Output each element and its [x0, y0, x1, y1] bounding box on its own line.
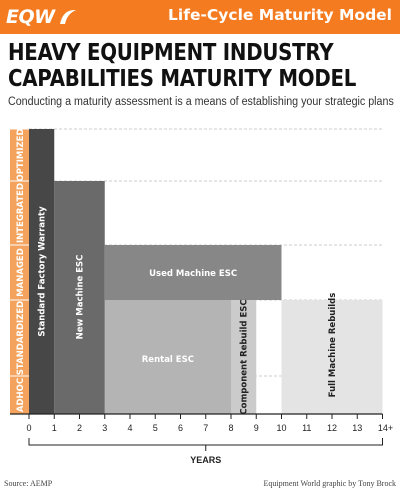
x-tick-label-5: 5 [153, 423, 158, 433]
bar-label-component-rebuild-esc: Component Rebuild ESC [240, 299, 250, 414]
level-label-band [10, 129, 29, 414]
x-tick-label-2: 2 [77, 423, 82, 433]
bar-standard-factory-warranty [29, 129, 55, 414]
x-tick-label-11: 11 [302, 423, 311, 433]
bar-label-new-machine-esc: New Machine ESC [76, 255, 86, 340]
bar-label-used-machine-esc: Used Machine ESC [149, 269, 237, 279]
bar-label-full-machine-rebuilds: Full Machine Rebuilds [328, 293, 338, 398]
x-tick-label-10: 10 [276, 423, 286, 433]
x-axis-title: YEARS [190, 455, 221, 465]
x-tick-label-12: 12 [327, 423, 337, 433]
bar-label-standard-factory-warranty: Standard Factory Warranty [38, 206, 48, 337]
level-label-integrated: INTEGRATED [16, 183, 26, 243]
credit-note: Equipment World graphic by Tony Brock [263, 479, 396, 488]
x-tick-label-4: 4 [127, 423, 132, 433]
subtitle: Conducting a maturity assessment is a me… [8, 96, 394, 108]
logo-swoosh-icon [59, 9, 76, 24]
level-label-optimized: OPTIMIZED [16, 128, 26, 181]
main-title-line-2: CAPABILITIES MATURITY MODEL [8, 66, 357, 92]
x-tick-label-6: 6 [178, 423, 183, 433]
source-note: Source: AEMP [4, 479, 53, 488]
header-title: Life-Cycle Maturity Model [168, 6, 392, 24]
x-axis-bracket [28, 438, 383, 446]
x-tick-label-7: 7 [203, 423, 208, 433]
level-label-standardized: STANDARDIZED [16, 301, 26, 375]
bar-rental-esc [104, 300, 231, 414]
x-tick-label-8: 8 [228, 423, 233, 433]
x-tick-label-13: 13 [352, 423, 362, 433]
x-tick-label-14: 14+ [378, 423, 393, 433]
bar-label-rental-esc: Rental ESC [142, 355, 194, 365]
x-tick-label-1: 1 [52, 423, 57, 433]
level-label-managed: MANAGED [16, 248, 26, 297]
bar-component-rebuild-esc [231, 300, 257, 414]
bar-full-machine-rebuilds [281, 300, 383, 414]
x-tick-label-0: 0 [26, 423, 31, 433]
level-label-adhoc: ADHOC [16, 378, 26, 412]
main-title-line-1: HEAVY EQUIPMENT INDUSTRY [8, 40, 334, 66]
main-title: HEAVY EQUIPMENT INDUSTRY CAPABILITIES MA… [8, 40, 357, 92]
bar-used-machine-esc [104, 245, 282, 300]
bar-new-machine-esc [54, 181, 105, 414]
equipment-world-logo: EQW [6, 4, 92, 30]
x-tick-label-9: 9 [254, 423, 259, 433]
logo-text: EQW [6, 6, 55, 28]
x-tick-label-3: 3 [102, 423, 107, 433]
header-bar: EQW Life-Cycle Maturity Model [0, 0, 400, 34]
